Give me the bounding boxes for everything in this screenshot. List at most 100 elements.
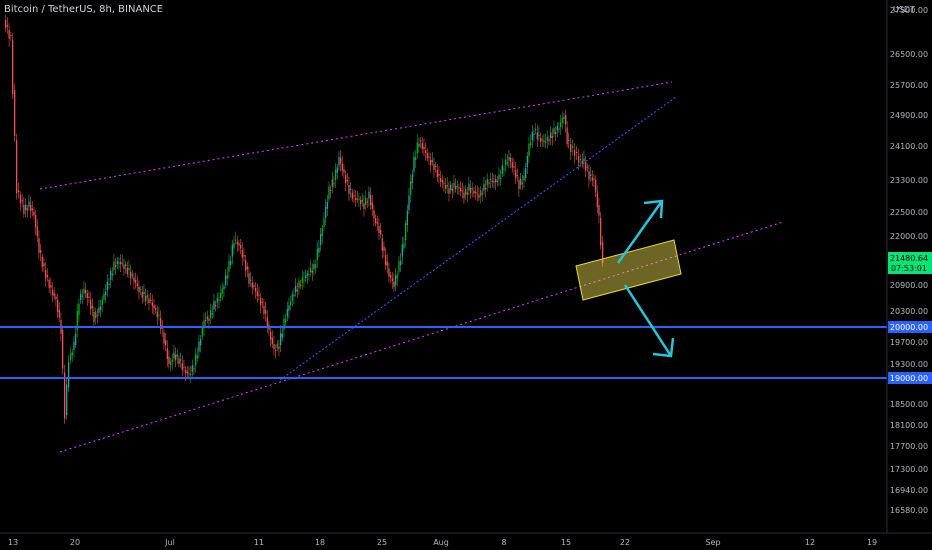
candle-body (201, 326, 203, 337)
candle-body (585, 162, 587, 171)
candle-body (600, 218, 602, 246)
candle-body (526, 156, 528, 167)
candle-body (186, 371, 188, 374)
candle-body (570, 144, 572, 152)
candle-body (490, 178, 492, 180)
candle-body (98, 307, 100, 313)
candle-body (508, 157, 510, 161)
price-tick-label: 17300.00 (890, 465, 928, 474)
candle-body (235, 239, 237, 241)
candle-body (520, 178, 522, 185)
candle-body (461, 190, 463, 192)
candle-body (501, 165, 503, 174)
candle-body (491, 180, 493, 183)
candle-body (78, 303, 80, 315)
candle-body (453, 182, 455, 188)
price-tick-label: 22000.00 (890, 232, 928, 241)
candle-body (566, 127, 568, 144)
candle-body (445, 185, 447, 190)
candle-body (173, 352, 175, 359)
candle-body (380, 230, 382, 235)
candle-body (391, 278, 393, 281)
candle-body (165, 340, 167, 346)
candle-body (420, 140, 422, 141)
candle-body (241, 250, 243, 258)
candle-body (423, 146, 425, 150)
candle-body (245, 260, 247, 271)
candle-body (383, 246, 385, 252)
time-tick-label: 12 (805, 538, 815, 547)
candle-body (48, 280, 50, 288)
candle-body (178, 358, 180, 364)
candle-body (596, 192, 598, 207)
candle-body (193, 368, 195, 370)
candle-body (91, 306, 93, 309)
candle-body (196, 355, 198, 359)
candle-body (270, 332, 272, 340)
candle-body (85, 290, 87, 294)
time-tick-label: 19 (867, 538, 877, 547)
decision-zone[interactable] (575, 239, 682, 301)
candle-body (568, 140, 570, 141)
candle-body (256, 291, 258, 297)
price-tick-label: 20900.00 (890, 281, 928, 290)
candle-body (46, 275, 49, 277)
candle-body (598, 205, 600, 216)
level-label-19000: 19000.00 (888, 372, 932, 384)
bullish-arrow[interactable] (616, 199, 664, 264)
candle-body (421, 143, 423, 149)
candle-body (456, 185, 458, 187)
candle-body (528, 143, 530, 156)
candle-body (538, 134, 540, 136)
price-tick-label: 25700.00 (890, 81, 928, 90)
candle-body (216, 297, 218, 303)
candle-body (183, 366, 185, 368)
candle-body (55, 296, 57, 300)
candle-body (505, 159, 507, 165)
candle-body (413, 156, 415, 172)
candle-body (105, 292, 107, 295)
candle-body (525, 168, 527, 178)
candle-body (138, 286, 140, 292)
time-axis[interactable]: 13 20 Jul 11 18 25 Aug 8 15 22 Sep 12 19 (8, 538, 877, 547)
candle-body (263, 306, 265, 314)
candle-body (111, 273, 113, 275)
candle-body (28, 201, 30, 207)
candle-body (305, 275, 307, 278)
candle-body (595, 180, 597, 193)
candle-body (250, 279, 252, 281)
candle-body (226, 275, 228, 279)
candle-body (558, 128, 560, 130)
support-trendline[interactable] (279, 96, 677, 381)
upper-trendline[interactable] (39, 81, 673, 190)
candle-body (463, 192, 465, 199)
time-tick-label: 20 (70, 538, 80, 547)
candle-body (120, 262, 122, 265)
candle-body (211, 313, 213, 315)
lower-trendline[interactable] (59, 221, 784, 453)
candle-body (223, 286, 225, 290)
candle-body (160, 318, 162, 330)
candle-body (425, 150, 427, 154)
time-tick-label: 25 (377, 538, 387, 547)
candle-body (343, 169, 345, 173)
candle-body (400, 260, 402, 265)
price-axis[interactable]: 27500.00 26500.00 25700.00 24900.00 24100.00… (890, 6, 928, 515)
time-tick-label: Sep (705, 538, 720, 547)
candle-body (143, 292, 145, 294)
candle-body (103, 293, 105, 300)
candle-body (460, 188, 462, 192)
candle-body (228, 261, 230, 272)
candle-body (385, 255, 387, 266)
candle-body (345, 175, 347, 184)
candle-body (590, 174, 592, 176)
candle-body (515, 170, 517, 179)
candle-body (381, 238, 383, 251)
bearish-arrow[interactable] (623, 284, 675, 358)
candle-body (291, 294, 293, 301)
candle-body (513, 166, 515, 168)
candle-body (191, 365, 193, 372)
candle-body (58, 310, 60, 318)
candle-body (485, 188, 487, 190)
